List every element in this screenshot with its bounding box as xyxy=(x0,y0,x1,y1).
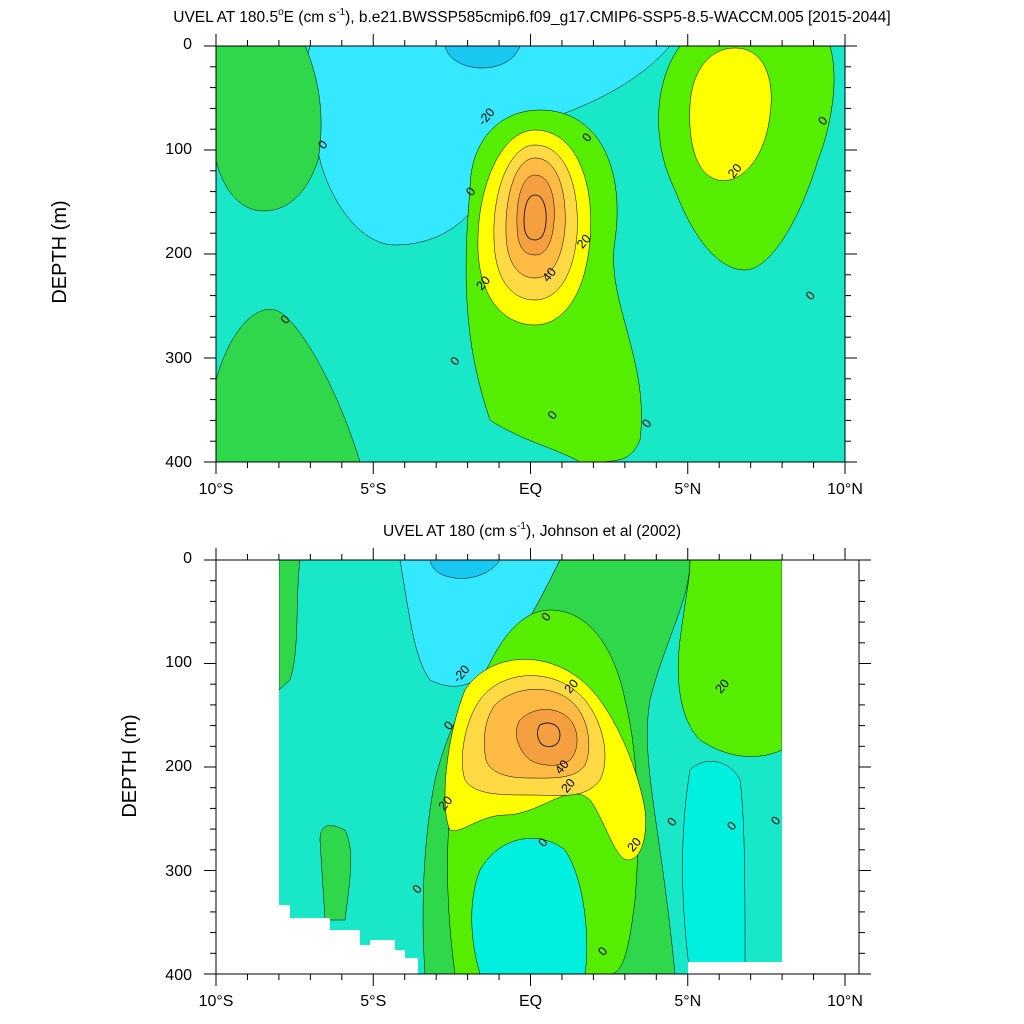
panel-1-ytick-300: 300 xyxy=(165,350,192,367)
xtick-label: EQ xyxy=(519,993,542,1010)
sw-eastward-bottom xyxy=(216,309,361,462)
westward-core xyxy=(429,560,501,579)
xtick-label: 10°N xyxy=(827,993,863,1010)
contour-label: 20 xyxy=(558,776,578,796)
westward-core xyxy=(444,46,521,69)
xtick-label: 10°S xyxy=(199,993,234,1010)
xtick-label: 5°N xyxy=(674,481,701,498)
panel-1-xtick-labels: 10°S 5°S EQ 5°N 10°N xyxy=(199,481,863,498)
necc-core xyxy=(689,47,772,181)
euc-60 xyxy=(537,722,561,747)
panel-1-ytick-100: 100 xyxy=(165,141,192,158)
panel-2-ytick-400: 400 xyxy=(165,967,192,984)
xtick-label: 5°N xyxy=(674,993,701,1010)
panel-2-ytick-100: 100 xyxy=(165,654,192,671)
panel-1-ytick-labels: 0 100 200 300 400 xyxy=(165,36,192,471)
xtick-label: 5°S xyxy=(360,481,386,498)
contour-label: 20 xyxy=(713,676,733,696)
panel-2-ytick-labels: 0 100 200 300 400 xyxy=(165,550,192,984)
contour-label: 20 xyxy=(562,676,582,696)
deep-westward xyxy=(471,838,588,974)
panel-2: UVEL AT 180 (cm s-1), Johnson et al (200… xyxy=(119,521,871,1010)
panel-1-ytick-0: 0 xyxy=(183,36,192,53)
panel-2-ticks xyxy=(204,548,871,986)
xtick-label: 10°N xyxy=(827,481,863,498)
panel-2-ylabel: DEPTH (m) xyxy=(119,714,141,817)
panel-1-ytick-200: 200 xyxy=(165,245,192,262)
euc-60 xyxy=(523,194,547,241)
panel-1-title: UVEL AT 180.5oE (cm s-1), b.e21.BWSSP585… xyxy=(173,7,891,26)
missing-data-mask xyxy=(279,905,782,974)
panel-2-contour-fill xyxy=(279,560,782,974)
panel-1-ylabel: DEPTH (m) xyxy=(49,200,71,303)
xtick-label: EQ xyxy=(519,481,542,498)
panel-1-ticks xyxy=(204,34,857,474)
panel-2-ytick-200: 200 xyxy=(165,758,192,775)
contour-label: 20 xyxy=(624,835,644,855)
panel-2-ytick-0: 0 xyxy=(183,550,192,567)
sw-lobe xyxy=(319,825,352,921)
contour-label: 20 xyxy=(725,161,745,181)
panel-2-xtick-labels: 10°S 5°S EQ 5°N 10°N xyxy=(199,993,863,1010)
panel-2-title: UVEL AT 180 (cm s-1), Johnson et al (200… xyxy=(383,521,681,540)
sw-eastward-top xyxy=(216,46,322,212)
panel-2-ytick-300: 300 xyxy=(165,863,192,880)
xtick-label: 5°S xyxy=(360,993,386,1010)
xtick-label: 10°S xyxy=(199,481,234,498)
west-eastward xyxy=(279,560,301,691)
contour-label: 40 xyxy=(540,265,560,285)
panel-1-ytick-400: 400 xyxy=(165,454,192,471)
east-eastward xyxy=(677,560,782,757)
panel-1-contour-fill xyxy=(216,46,845,462)
far-east-westward xyxy=(682,761,746,974)
contour-label: 20 xyxy=(436,793,456,813)
panel-1: UVEL AT 180.5oE (cm s-1), b.e21.BWSSP585… xyxy=(49,7,891,498)
